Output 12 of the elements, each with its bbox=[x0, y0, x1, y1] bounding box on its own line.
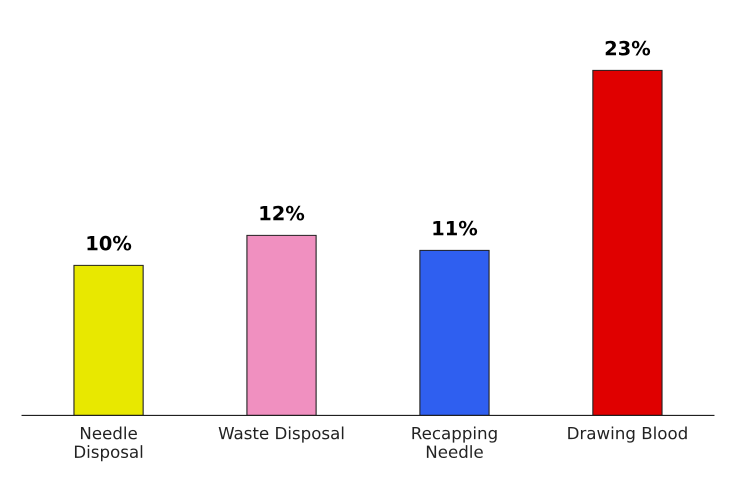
bar bbox=[419, 250, 490, 416]
data-label: 12% bbox=[260, 206, 304, 220]
x-tick-label: Needle Disposal bbox=[74, 426, 142, 462]
x-tick-label: Drawing Blood bbox=[568, 426, 687, 443]
bar bbox=[246, 234, 317, 416]
bar bbox=[592, 70, 663, 416]
x-tick-label: Recapping Needle bbox=[412, 426, 497, 458]
data-label: 10% bbox=[87, 236, 132, 250]
x-tick-label: Waste Disposal bbox=[218, 426, 344, 443]
bar bbox=[73, 264, 144, 416]
data-label: 11% bbox=[433, 220, 478, 236]
data-label: 23% bbox=[606, 40, 650, 56]
